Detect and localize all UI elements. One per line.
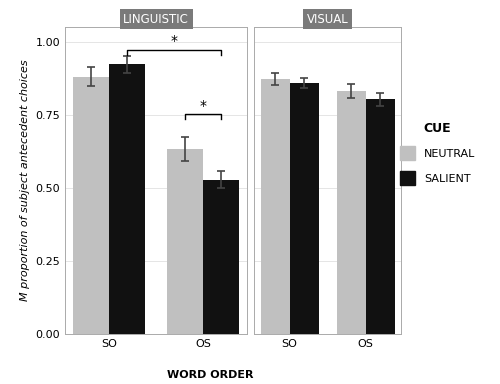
Bar	[260, 79, 290, 334]
Title: VISUAL: VISUAL	[307, 13, 348, 26]
Bar	[74, 77, 109, 334]
Text: *: *	[170, 34, 177, 48]
Text: WORD ORDER: WORD ORDER	[167, 370, 254, 380]
Bar	[203, 180, 239, 334]
Legend: NEUTRAL, SALIENT: NEUTRAL, SALIENT	[400, 122, 475, 185]
Bar	[337, 91, 366, 334]
Bar	[109, 65, 144, 334]
Bar	[290, 83, 318, 334]
Bar	[168, 149, 203, 334]
Bar	[366, 99, 394, 334]
Text: *: *	[200, 99, 206, 113]
Y-axis label: M proportion of subject antecedent choices: M proportion of subject antecedent choic…	[20, 60, 30, 301]
Title: LINGUISTIC: LINGUISTIC	[123, 13, 189, 26]
